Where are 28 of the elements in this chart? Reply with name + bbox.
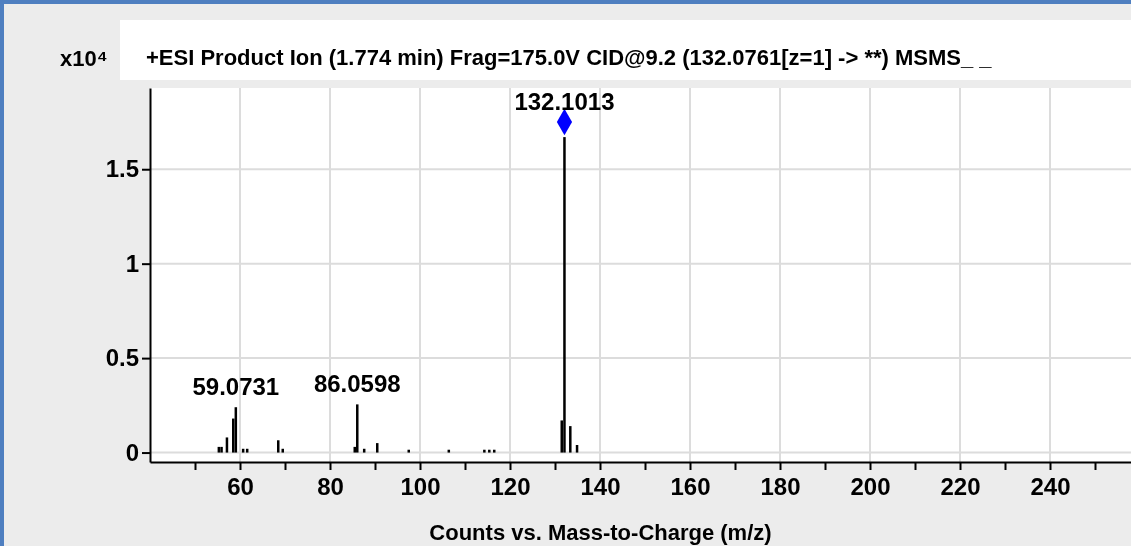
bar: [277, 440, 280, 453]
bar: [569, 426, 572, 453]
x-tick-label: 60: [227, 472, 254, 500]
x-tick-label: 140: [580, 472, 621, 500]
annotation: 59.0731: [192, 373, 280, 401]
y-tick-label: 1: [125, 249, 139, 277]
bar: [493, 449, 496, 453]
x-axis-title: Counts vs. Mass-to-Charge (m/z): [429, 520, 772, 545]
bar: [563, 137, 566, 453]
y-axis-title: x10⁴: [60, 46, 108, 71]
x-tick-label: 240: [1030, 472, 1071, 500]
y-tick-label: 0: [125, 438, 139, 466]
x-tick-label: 100: [400, 472, 441, 500]
x-tick-label: 180: [760, 472, 801, 500]
annotation: 86.0598: [313, 370, 401, 398]
bar: [483, 449, 486, 453]
chart-title: +ESI Product Ion (1.774 min) Frag=175.0V CID@9.2 (132.0761[z=1] -> **) MSMS_ _: [146, 45, 993, 70]
bar: [376, 443, 379, 453]
x-tick-label: 200: [850, 472, 891, 500]
x-tick-label: 80: [317, 472, 344, 500]
bar: [356, 404, 359, 453]
x-tick-label: 220: [940, 472, 981, 500]
y-tick-label: 1.5: [105, 155, 139, 183]
bar: [488, 449, 491, 453]
y-tick-label: 0.5: [105, 344, 139, 372]
annotation: 132.1013: [514, 88, 615, 115]
x-tick-label: 160: [670, 472, 711, 500]
x-tick-label: 120: [490, 472, 531, 500]
